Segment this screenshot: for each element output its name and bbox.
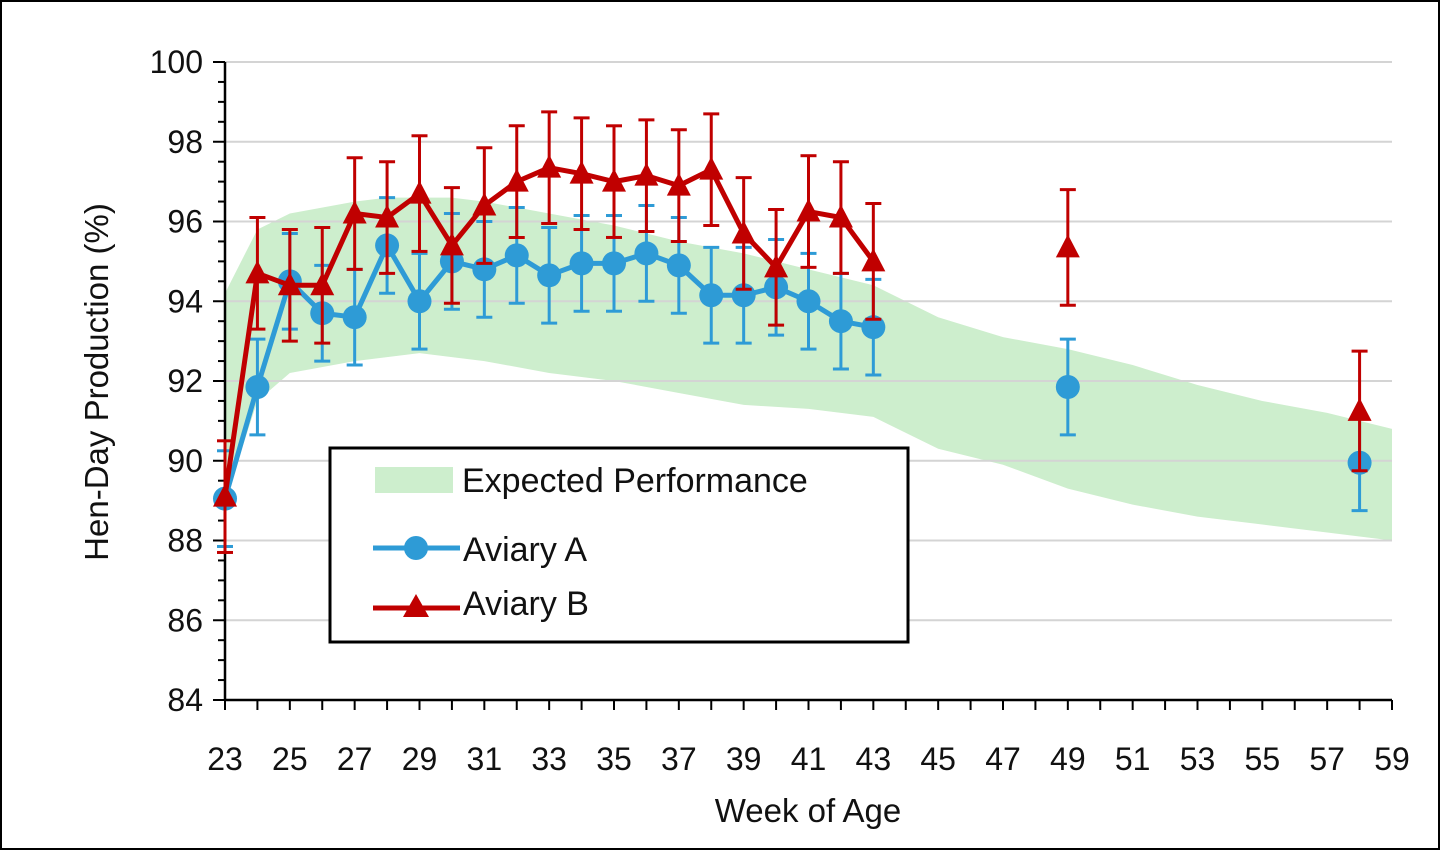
x-tick-label: 53 <box>1180 741 1216 777</box>
data-point <box>439 232 464 256</box>
x-tick-label: 41 <box>791 741 827 777</box>
y-tick-label: 96 <box>167 204 203 240</box>
data-point <box>569 160 594 184</box>
data-point <box>504 243 529 268</box>
data-point <box>537 263 562 288</box>
x-tick-label: 55 <box>1245 741 1281 777</box>
legend-label-aviary-b: Aviary B <box>463 585 589 623</box>
data-point <box>602 168 626 192</box>
data-point <box>666 172 691 196</box>
x-tick-label: 47 <box>985 741 1021 777</box>
legend-swatch-expected <box>375 467 453 493</box>
data-point <box>504 168 529 192</box>
data-point <box>861 248 886 272</box>
x-tick-label: 35 <box>596 741 632 777</box>
data-point <box>342 200 367 224</box>
data-point <box>375 204 400 228</box>
data-point <box>277 272 302 296</box>
data-point <box>407 289 432 314</box>
y-tick-label: 90 <box>167 443 203 479</box>
x-axis-title: Week of Age <box>715 792 902 829</box>
data-point <box>634 241 659 266</box>
y-tick-label: 86 <box>167 602 203 638</box>
data-point <box>796 289 821 314</box>
data-point <box>342 305 367 330</box>
data-point <box>407 180 432 204</box>
x-tick-label: 51 <box>1115 741 1151 777</box>
tick-labels: 84 86 88 90 92 94 96 98 100 23 25 27 29 31 33 35 37 39 41 4… <box>150 44 1410 777</box>
y-axis-title: Hen-Day Production (%) <box>78 203 115 561</box>
y-tick-label: 92 <box>167 363 203 399</box>
y-tick-label: 94 <box>167 283 203 319</box>
x-tick-label: 29 <box>402 741 438 777</box>
x-tick-label: 45 <box>920 741 956 777</box>
data-point <box>796 198 821 222</box>
series-aviary-b <box>213 110 1372 554</box>
series-layer <box>213 110 1372 554</box>
data-point <box>1055 374 1080 399</box>
x-tick-label: 57 <box>1309 741 1345 777</box>
y-tick-label: 88 <box>167 523 203 559</box>
data-point <box>310 272 335 296</box>
data-point <box>213 483 237 507</box>
x-tick-label: 59 <box>1374 741 1410 777</box>
x-tick-label: 31 <box>467 741 503 777</box>
y-tick-label: 98 <box>167 124 203 160</box>
legend-marker-aviary-b <box>403 594 429 617</box>
x-tick-label: 49 <box>1050 741 1086 777</box>
legend-label-aviary-a: Aviary A <box>463 531 587 569</box>
data-point <box>1055 234 1080 258</box>
x-tick-label: 27 <box>337 741 373 777</box>
x-tick-label: 37 <box>661 741 697 777</box>
data-point <box>245 374 270 399</box>
x-tick-label: 23 <box>207 741 243 777</box>
data-point <box>569 251 594 276</box>
data-point <box>472 192 497 216</box>
y-tick-label: 100 <box>150 44 203 80</box>
data-point <box>764 254 789 278</box>
x-tick-label: 25 <box>272 741 308 777</box>
data-point <box>861 315 886 340</box>
data-point <box>602 251 626 276</box>
data-point <box>666 253 691 278</box>
data-point <box>245 260 270 284</box>
legend-marker-aviary-a <box>404 536 428 560</box>
data-point <box>731 220 756 244</box>
axes <box>213 61 1393 710</box>
legend-label-expected: Expected Performance <box>462 462 808 500</box>
data-point <box>828 309 853 334</box>
x-tick-label: 43 <box>856 741 892 777</box>
x-tick-label: 39 <box>726 741 762 777</box>
data-point <box>634 162 659 186</box>
data-point <box>537 154 562 178</box>
data-point <box>699 156 724 180</box>
data-point <box>828 204 853 228</box>
x-tick-label: 33 <box>531 741 567 777</box>
data-point <box>1347 397 1372 421</box>
data-point <box>699 283 724 308</box>
y-tick-label: 84 <box>167 682 203 718</box>
legend: Expected Performance Aviary A Aviary B <box>328 446 910 644</box>
